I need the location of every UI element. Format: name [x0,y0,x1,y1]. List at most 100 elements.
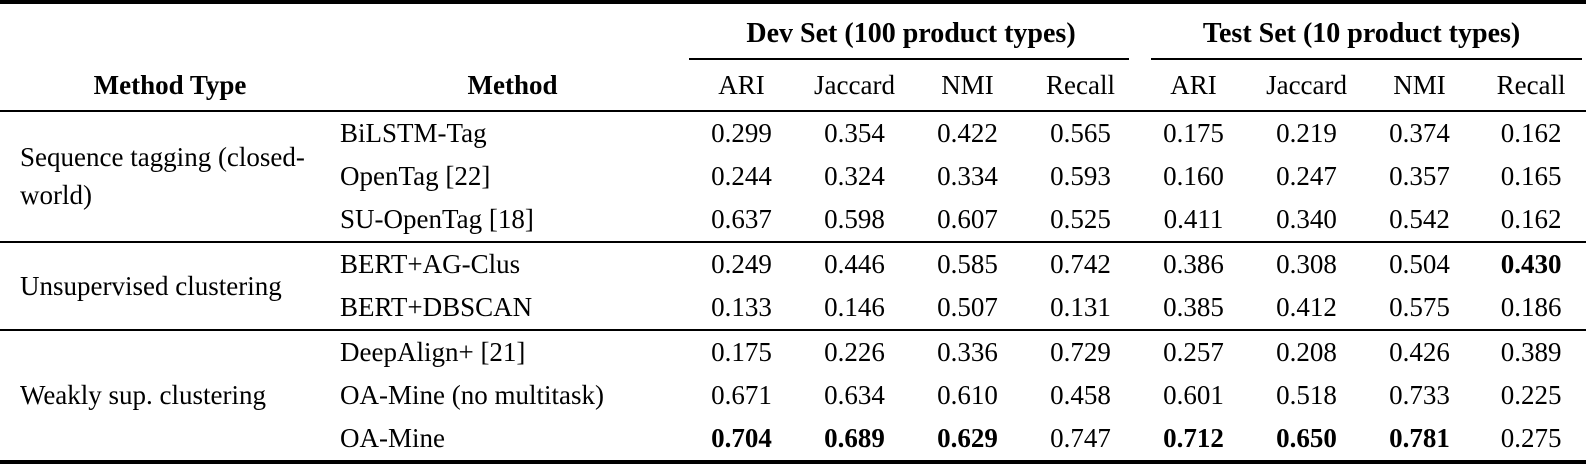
dev-recall-value: 0.565 [1050,118,1111,149]
dev-recall-value: 0.458 [1050,379,1111,410]
method-cell: BERT+DBSCAN [340,291,533,322]
test-recall-value: 0.162 [1500,118,1562,149]
col-header-test-nmi: NMI [1393,69,1446,100]
table-row: OA-Mine (no multitask) 0.671 0.634 0.610 0.4… [0,374,1586,417]
test-ari-value: 0.411 [1163,203,1224,234]
col-header-test-jaccard: Jaccard [1266,69,1348,100]
test-recall-value: 0.389 [1500,336,1562,367]
dev-nmi-value: 0.507 [937,291,998,322]
dev-ari-value: 0.249 [711,248,772,279]
test-nmi-value: 0.504 [1389,248,1450,279]
dev-recall-value: 0.729 [1050,336,1111,367]
spanner-row: Dev Set (100 product types) Test Set (10… [0,2,1586,60]
dev-recall-value: 0.525 [1050,203,1111,234]
test-recall-value: 0.186 [1500,291,1562,322]
dev-ari-value: 0.299 [711,118,772,149]
test-jaccard-value: 0.412 [1276,291,1337,322]
test-set-header: Test Set (10 product types) [1137,2,1586,60]
table-row: BERT+DBSCAN 0.133 0.146 0.507 0.131 0.385 0.41… [0,286,1586,330]
method-type-cell: Sequence tagging (closed-world) [20,142,305,211]
col-header-test-ari: ARI [1170,69,1217,100]
col-header-method: Method [467,69,558,100]
spanner-spacer [0,2,685,60]
test-nmi-value: 0.542 [1389,203,1450,234]
test-ari-value: 0.385 [1163,291,1224,322]
table-header: Dev Set (100 product types) Test Set (10… [0,2,1586,111]
method-cell: SU-OpenTag [18] [340,203,534,234]
dev-jaccard-value: 0.634 [824,379,885,410]
dev-set-header: Dev Set (100 product types) [685,2,1137,60]
table-row: Weakly sup. clustering DeepAlign+ [21] 0.1… [0,329,1586,410]
table-row: Sequence tagging (closed-world) BiLSTM-Ta… [0,111,1586,210]
method-type-cell: Weakly sup. clustering [20,380,267,411]
test-ari-value: 0.257 [1163,336,1224,367]
test-jaccard-value: 0.650 [1276,422,1337,453]
table-row: OA-Mine 0.704 0.689 0.629 0.747 0.712 0.650 0.7… [0,417,1586,462]
col-header-dev-recall: Recall [1046,69,1115,100]
test-jaccard-value: 0.340 [1276,203,1337,234]
dev-ari-value: 0.704 [711,422,772,453]
dev-jaccard-value: 0.226 [824,336,885,367]
test-recall-value: 0.165 [1500,160,1562,191]
test-ari-value: 0.175 [1163,118,1224,149]
test-jaccard-value: 0.219 [1276,118,1337,149]
col-header-dev-ari: ARI [718,69,765,100]
col-header-dev-nmi: NMI [941,69,994,100]
test-recall-value: 0.225 [1500,379,1562,410]
dev-nmi-value: 0.607 [937,203,998,234]
test-ari-value: 0.160 [1163,160,1224,191]
test-nmi-value: 0.575 [1389,291,1450,322]
dev-jaccard-value: 0.146 [824,291,885,322]
dev-nmi-value: 0.585 [937,248,998,279]
dev-recall-value: 0.593 [1050,160,1111,191]
dev-jaccard-value: 0.324 [824,160,885,191]
table-row: SU-OpenTag [18] 0.637 0.598 0.607 0.525 0.411… [0,198,1586,242]
dev-jaccard-value: 0.689 [824,422,885,453]
method-cell: BiLSTM-Tag [340,118,487,149]
method-cell: DeepAlign+ [21] [340,336,526,367]
dev-nmi-value: 0.610 [937,379,998,410]
table-row: OpenTag [22] 0.244 0.324 0.334 0.593 0.160 0.2… [0,155,1586,198]
col-header-method-type: Method Type [93,69,247,100]
dev-nmi-value: 0.422 [937,118,998,149]
dev-ari-value: 0.637 [711,203,772,234]
method-cell: OA-Mine [340,422,445,453]
test-jaccard-value: 0.308 [1276,248,1337,279]
table-body: Sequence tagging (closed-world) BiLSTM-Ta… [0,111,1586,462]
method-type-cell: Unsupervised clustering [20,270,282,301]
method-cell: OA-Mine (no multitask) [340,379,604,410]
column-header-row: Method Type Method ARI Jaccard NMI Recal… [0,60,1586,111]
table-row: Unsupervised clustering BERT+AG-Clus 0.249… [0,241,1586,301]
dev-ari-value: 0.671 [711,379,772,410]
dev-recall-value: 0.747 [1050,422,1111,453]
test-nmi-value: 0.426 [1389,336,1450,367]
test-nmi-value: 0.781 [1389,422,1450,453]
dev-nmi-value: 0.334 [937,160,998,191]
test-jaccard-value: 0.247 [1276,160,1337,191]
dev-nmi-value: 0.629 [937,422,998,453]
dev-ari-value: 0.133 [711,291,772,322]
test-recall-value: 0.275 [1500,422,1562,453]
test-recall-value: 0.162 [1500,203,1562,234]
dev-jaccard-value: 0.598 [824,203,885,234]
test-jaccard-value: 0.518 [1276,379,1337,410]
col-header-dev-jaccard: Jaccard [814,69,895,100]
test-nmi-value: 0.374 [1389,118,1450,149]
dev-recall-value: 0.742 [1050,248,1111,279]
test-jaccard-value: 0.208 [1276,336,1337,367]
dev-recall-value: 0.131 [1050,291,1111,322]
test-ari-value: 0.601 [1163,379,1224,410]
test-nmi-value: 0.733 [1389,379,1450,410]
dev-jaccard-value: 0.446 [824,248,885,279]
test-nmi-value: 0.357 [1389,160,1450,191]
dev-ari-value: 0.175 [711,336,772,367]
dev-jaccard-value: 0.354 [824,118,885,149]
dev-ari-value: 0.244 [711,160,772,191]
dev-nmi-value: 0.336 [937,336,998,367]
test-ari-value: 0.712 [1163,422,1224,453]
test-recall-value: 0.430 [1500,248,1562,279]
method-cell: OpenTag [22] [340,160,491,191]
method-cell: BERT+AG-Clus [340,248,521,279]
test-ari-value: 0.386 [1163,248,1224,279]
